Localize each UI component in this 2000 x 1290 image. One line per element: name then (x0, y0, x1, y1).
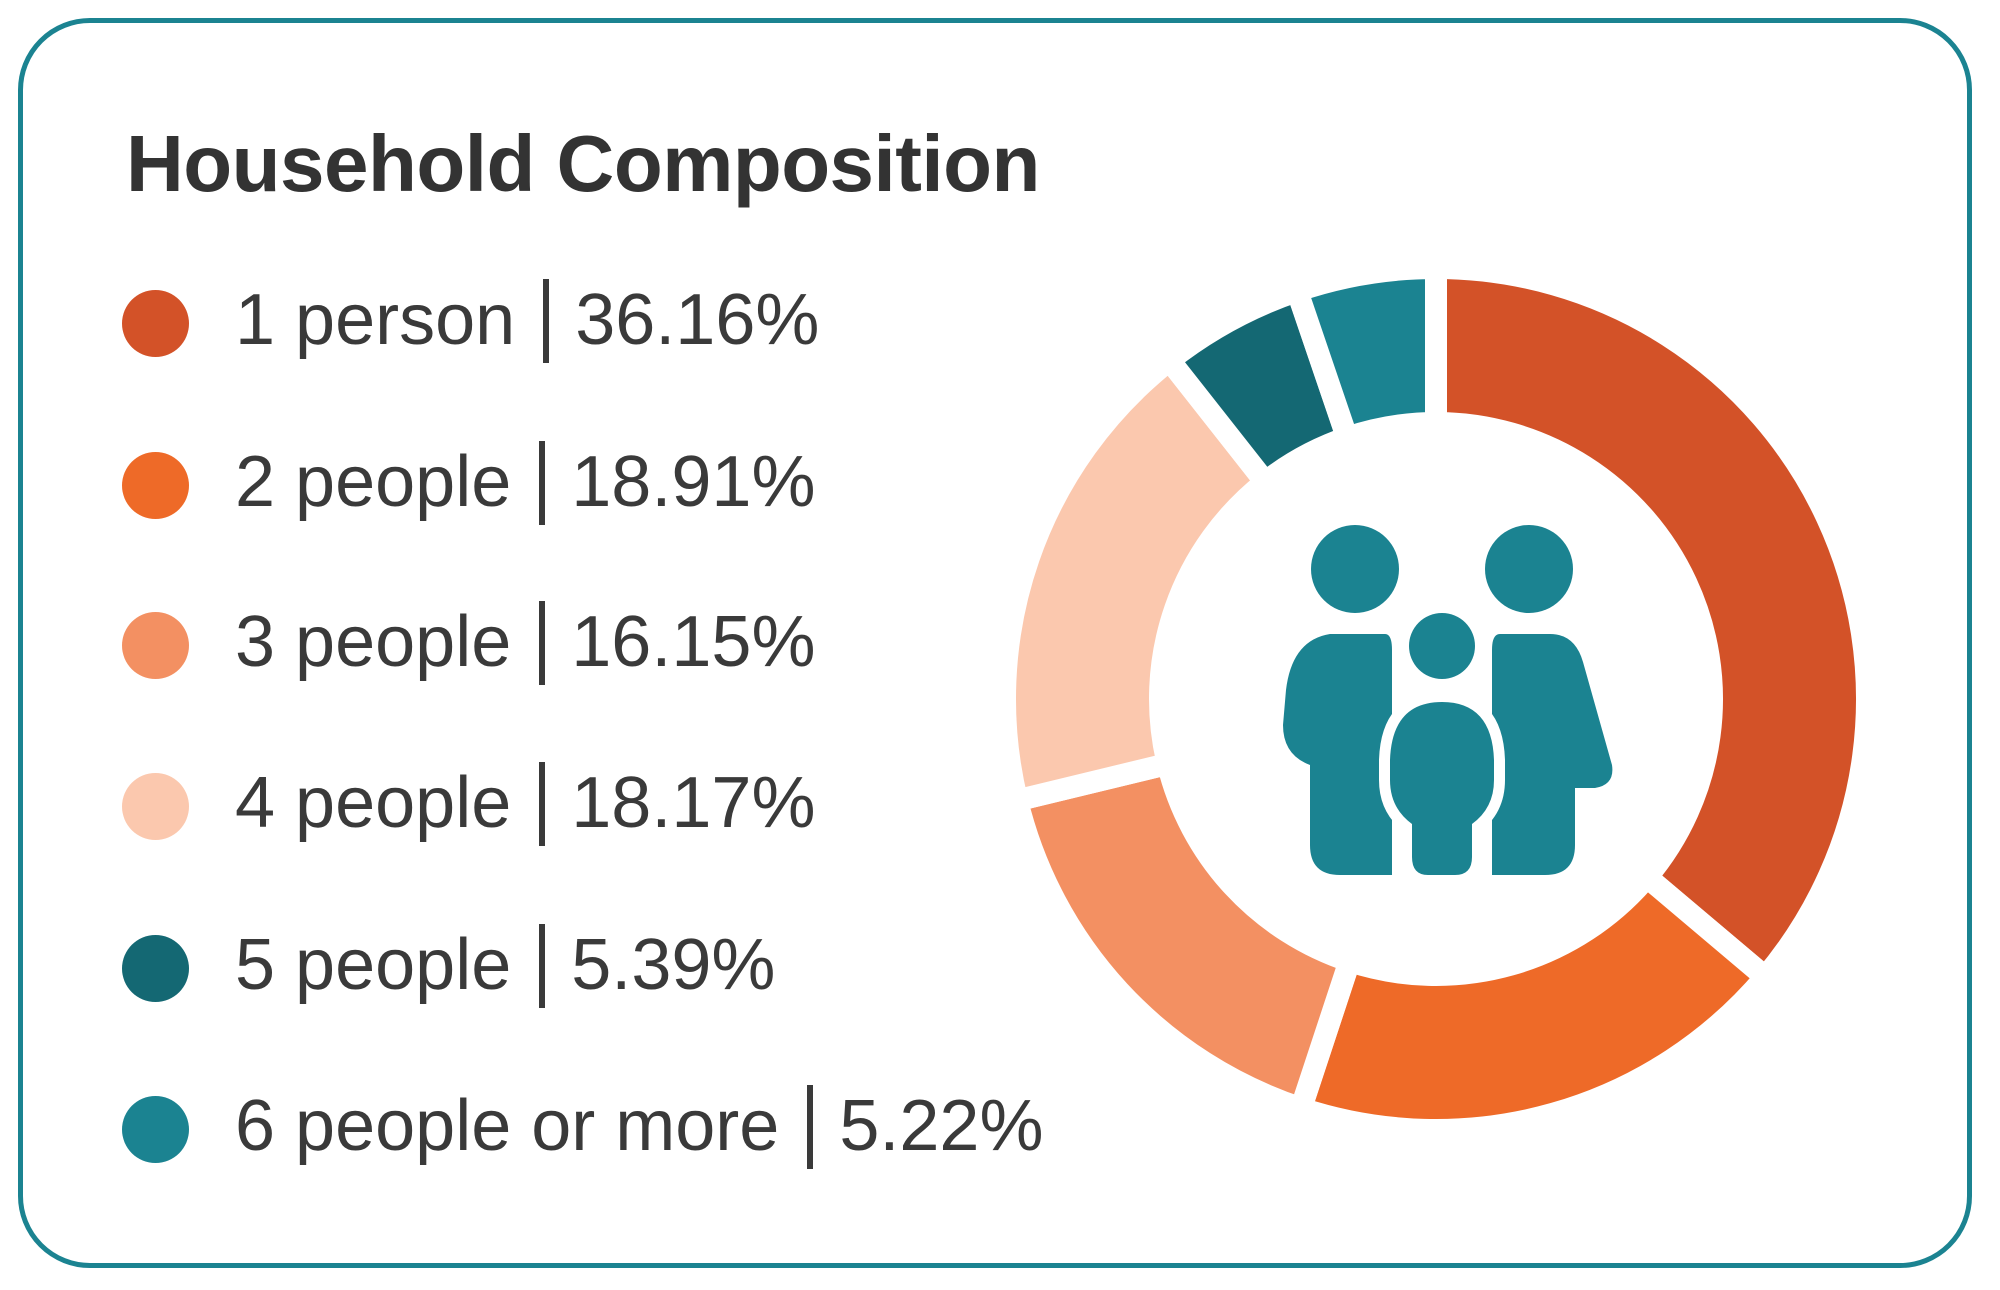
legend-value: 18.91% (571, 442, 816, 522)
legend-item: 5 people 5.39% (122, 918, 775, 1018)
donut-slice-3 (1003, 750, 1364, 1123)
divider (539, 440, 546, 525)
family-icon (1283, 525, 1613, 886)
divider (807, 1084, 814, 1169)
legend-swatch (122, 451, 189, 519)
legend-value: 18.17% (571, 763, 816, 843)
legend-item: 3 people 16.15% (122, 595, 815, 695)
legend-label: 2 people (235, 442, 512, 522)
legend-value: 36.16% (575, 280, 820, 360)
legend-item: 1 person 36.16% (122, 273, 819, 373)
legend-label: 5 people (235, 925, 512, 1005)
legend-item: 6 people or more 5.22% (122, 1079, 1043, 1179)
legend-swatch (122, 1095, 189, 1163)
legend-label: 4 people (235, 763, 512, 843)
legend-swatch (122, 934, 189, 1002)
donut-slice-4 (994, 344, 1281, 814)
legend-swatch (122, 289, 189, 357)
legend-swatch (122, 611, 189, 679)
donut-slice-1 (1425, 256, 1878, 993)
chart-title: Household Composition (126, 119, 1040, 208)
legend-value: 5.39% (571, 925, 776, 1005)
donut-slices (994, 256, 1878, 1142)
legend-item: 2 people 18.91% (122, 435, 815, 535)
legend-label: 3 people (235, 602, 512, 682)
divider (539, 761, 546, 846)
legend-value: 16.15% (571, 602, 816, 682)
legend-value: 5.22% (839, 1086, 1044, 1166)
divider (539, 923, 546, 1008)
donut-slice-6 (1283, 256, 1447, 452)
divider (539, 600, 546, 685)
divider (543, 278, 550, 363)
donut-slice-2 (1287, 861, 1781, 1142)
legend-label: 1 person (235, 280, 516, 360)
legend-swatch (122, 772, 189, 840)
legend-item: 4 people 18.17% (122, 756, 815, 856)
legend-label: 6 people or more (235, 1086, 780, 1166)
